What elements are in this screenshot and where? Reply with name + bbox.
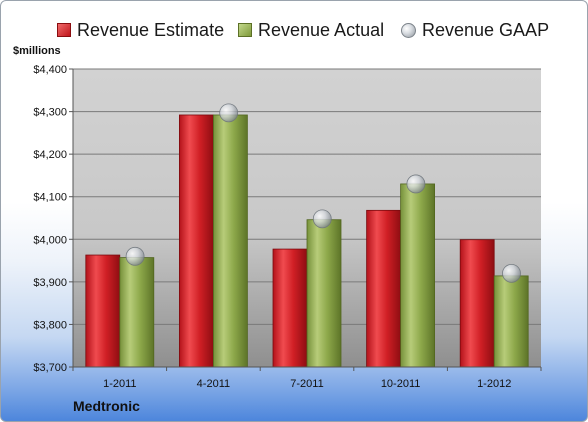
legend: Revenue Estimate Revenue Actual Revenue … [1,15,587,45]
point-revenue-gaap [312,209,332,229]
legend-item-estimate: Revenue Estimate [57,15,224,45]
bar-revenue-actual [119,257,155,368]
legend-label-gaap: Revenue GAAP [422,19,550,40]
x-tick-label: 7-2011 [290,378,323,390]
point-revenue-gaap [125,246,145,266]
y-tick-label: $3,900 [33,277,67,289]
y-tick-label: $4,300 [33,107,67,119]
y-tick-label: $4,100 [33,192,67,204]
bar-revenue-actual [400,183,436,368]
bar-revenue-actual [306,219,342,368]
company-label: Medtronic [73,398,140,414]
y-tick-label: $4,200 [33,149,67,161]
bar-revenue-estimate [459,239,495,368]
y-tick-label: $4,400 [33,64,67,76]
x-tick-label: 4-2011 [197,378,230,390]
legend-label-actual: Revenue Actual [258,19,385,40]
x-tick-label: 1-2012 [477,378,511,390]
legend-item-gaap: Revenue GAAP [401,15,549,45]
point-revenue-gaap [406,174,426,194]
bar-revenue-estimate [366,209,402,368]
x-tick-label: 10-2011 [381,378,421,390]
bar-revenue-estimate [85,254,121,368]
x-tick-label: 1-2011 [103,378,136,390]
y-tick-label: $3,700 [33,362,67,374]
point-revenue-gaap [219,103,239,123]
y-axis-unit-label: $millions [13,45,61,57]
bar-revenue-actual [212,114,248,368]
bar-revenue-actual [493,275,529,368]
y-tick-label: $4,000 [33,234,67,246]
legend-swatch-estimate [57,23,71,37]
legend-item-actual: Revenue Actual [238,15,384,45]
bar-revenue-estimate [178,114,214,368]
legend-swatch-actual [238,23,252,37]
y-tick-label: $3,800 [33,319,67,331]
legend-label-estimate: Revenue Estimate [77,19,225,40]
point-revenue-gaap [502,263,521,283]
legend-swatch-gaap [401,22,416,38]
bar-revenue-estimate [272,248,308,368]
